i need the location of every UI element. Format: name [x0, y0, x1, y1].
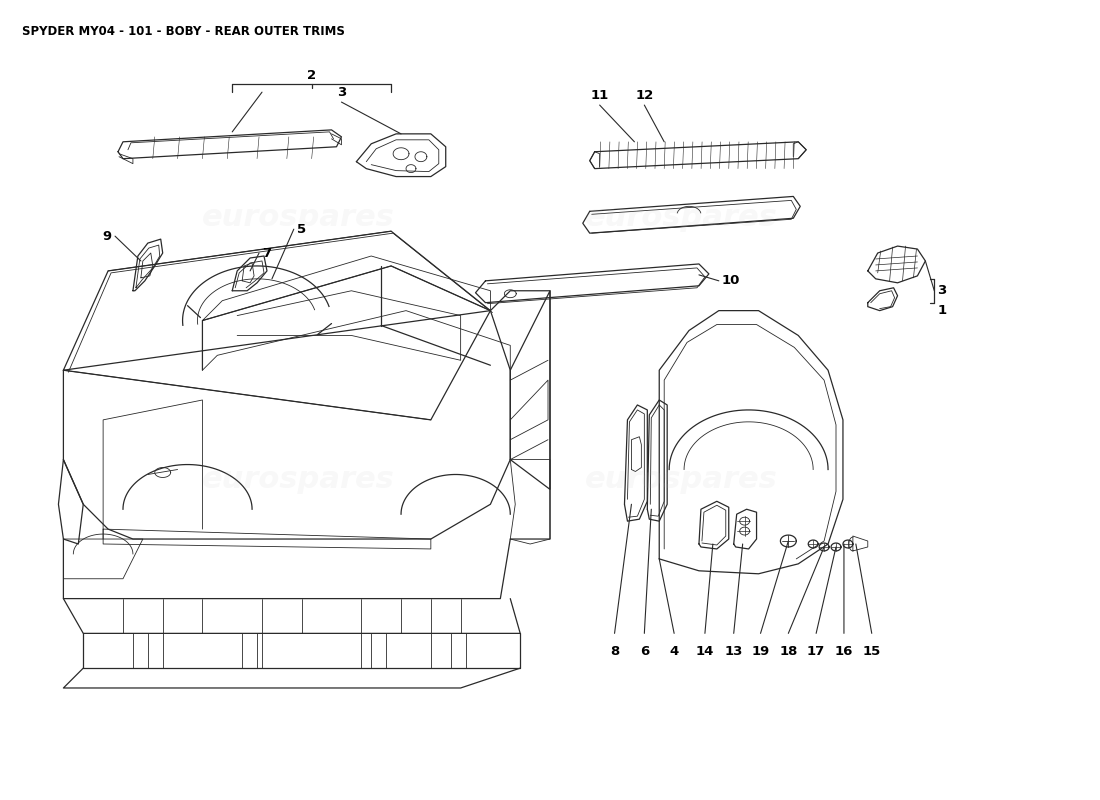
Text: 14: 14: [695, 646, 714, 658]
Text: eurospares: eurospares: [202, 202, 395, 232]
Text: 5: 5: [297, 222, 306, 236]
Text: 16: 16: [835, 646, 854, 658]
Text: 2: 2: [307, 70, 316, 82]
Text: 1: 1: [937, 304, 946, 317]
Text: eurospares: eurospares: [585, 202, 778, 232]
Text: 9: 9: [102, 230, 111, 242]
Text: 18: 18: [779, 646, 798, 658]
Text: SPYDER MY04 - 101 - BOBY - REAR OUTER TRIMS: SPYDER MY04 - 101 - BOBY - REAR OUTER TR…: [22, 25, 344, 38]
Text: 4: 4: [670, 646, 679, 658]
Text: 19: 19: [751, 646, 770, 658]
Text: 8: 8: [609, 646, 619, 658]
Text: 10: 10: [722, 274, 740, 287]
Text: eurospares: eurospares: [585, 465, 778, 494]
Text: 13: 13: [725, 646, 742, 658]
Text: eurospares: eurospares: [202, 465, 395, 494]
Text: 12: 12: [635, 89, 653, 102]
Text: 6: 6: [640, 646, 649, 658]
Text: 3: 3: [337, 86, 346, 99]
Text: 3: 3: [937, 284, 946, 298]
Text: 15: 15: [862, 646, 881, 658]
Text: 17: 17: [807, 646, 825, 658]
Text: 11: 11: [591, 89, 608, 102]
Text: 7: 7: [262, 246, 271, 259]
